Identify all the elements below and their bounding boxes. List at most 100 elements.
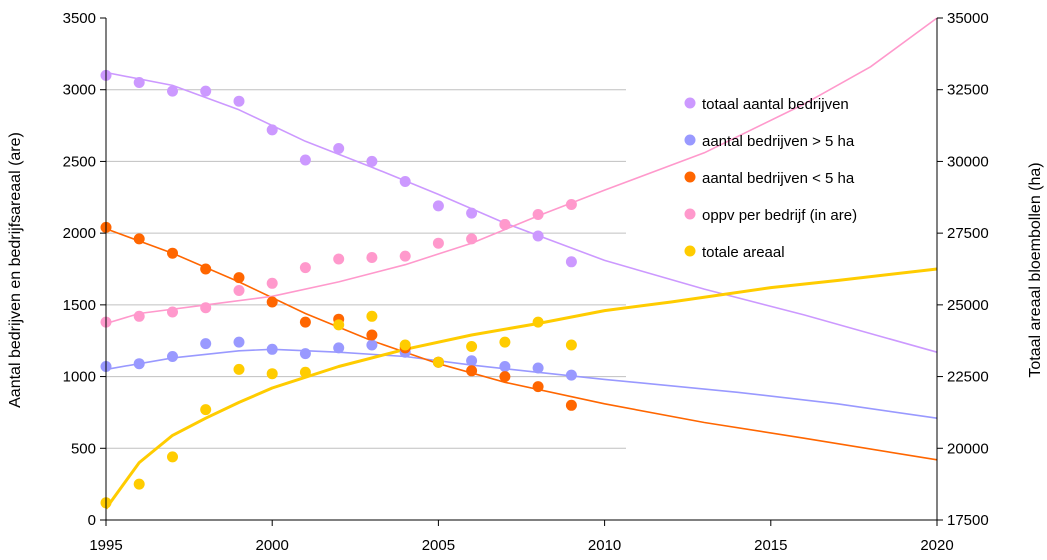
data-point-series-1	[233, 336, 245, 348]
data-point-series-4	[233, 363, 245, 375]
data-point-series-4	[133, 478, 145, 490]
data-point-series-0	[432, 200, 444, 212]
data-point-series-4	[167, 451, 178, 463]
left-tick-label: 3000	[63, 82, 96, 99]
legend-label: totaal aantal bedrijven	[702, 96, 849, 113]
data-point-series-0	[299, 154, 311, 166]
data-point-series-3	[366, 252, 378, 263]
trend-lines	[104, 17, 938, 510]
data-point-series-0	[366, 155, 378, 167]
data-point-series-4	[333, 319, 345, 331]
data-point-series-2	[565, 399, 577, 411]
data-point-series-1	[266, 343, 278, 355]
data-point-series-0	[399, 176, 411, 187]
data-point-series-1	[532, 362, 544, 374]
data-point-series-3	[133, 310, 145, 322]
data-point-series-4	[466, 341, 478, 352]
trend-line-series-0	[105, 71, 938, 353]
data-point-series-4	[200, 404, 212, 416]
data-point-series-1	[299, 348, 311, 360]
data-point-series-4	[299, 366, 311, 378]
data-point-series-3	[532, 209, 544, 220]
right-tick-label: 25000	[947, 297, 989, 314]
x-tick-label: 2015	[754, 537, 787, 554]
data-point-series-2	[200, 263, 212, 275]
data-point-series-1	[366, 339, 378, 351]
x-tick-label: 2020	[920, 537, 953, 554]
trend-line-series-2	[105, 228, 938, 461]
legend-marker	[684, 134, 696, 146]
data-point-series-0	[200, 85, 212, 97]
right-tick-label: 35000	[947, 10, 989, 27]
data-point-series-2	[266, 296, 278, 308]
data-point-series-3	[399, 250, 411, 262]
data-point-series-3	[565, 199, 577, 210]
data-point-series-0	[532, 230, 544, 242]
data-point-series-3	[167, 306, 178, 318]
data-point-series-4	[565, 339, 577, 351]
legend-label: aantal bedrijven > 5 ha	[702, 133, 855, 150]
data-point-series-1	[133, 358, 145, 370]
left-tick-label: 2000	[63, 225, 96, 242]
left-tick-label: 1500	[63, 297, 96, 314]
left-tick-label: 2500	[63, 153, 96, 170]
data-point-series-1	[466, 355, 478, 367]
x-tick-label: 2010	[588, 537, 621, 554]
data-point-series-1	[565, 369, 577, 381]
data-point-series-3	[333, 253, 345, 265]
data-point-series-2	[366, 329, 378, 341]
legend-label: oppv per bedrijf (in are)	[702, 207, 857, 224]
data-point-series-0	[466, 207, 478, 219]
x-tick-label: 1995	[89, 537, 122, 554]
data-point-series-1	[333, 342, 345, 354]
data-point-series-2	[167, 247, 178, 259]
axes	[100, 17, 943, 526]
data-point-series-2	[299, 316, 311, 328]
data-point-series-4	[366, 310, 378, 322]
data-point-series-3	[200, 302, 212, 314]
legend: totaal aantal bedrijven aantal bedrijven …	[684, 96, 857, 261]
right-tick-label: 20000	[947, 440, 989, 457]
data-point-series-0	[233, 95, 245, 107]
data-point-series-2	[466, 365, 478, 377]
data-point-series-0	[133, 77, 145, 88]
data-point-series-3	[499, 219, 511, 230]
data-point-series-1	[499, 361, 511, 372]
left-axis-title: Aantal bedrijven en bedrijfsareaal (are)	[7, 132, 24, 408]
right-tick-label: 17500	[947, 512, 989, 529]
data-point-series-4	[532, 316, 544, 328]
data-point-series-1	[167, 351, 178, 362]
data-point-series-3	[299, 262, 311, 274]
tick-labels: 0 500 1000 1500 2000 2500 3000 3500 17500 20000 22…	[63, 10, 989, 554]
data-point-series-2	[499, 371, 511, 383]
x-tick-label: 2000	[256, 537, 289, 554]
legend-label: totale areaal	[702, 244, 785, 261]
x-tick-label: 2005	[422, 537, 455, 554]
data-point-series-2	[133, 233, 145, 245]
left-tick-label: 0	[88, 512, 96, 529]
legend-marker	[684, 171, 696, 183]
legend-marker	[684, 245, 696, 257]
legend-marker	[684, 97, 696, 109]
data-point-series-3	[466, 233, 478, 245]
data-point-series-0	[167, 85, 178, 97]
data-point-series-4	[432, 356, 444, 368]
legend-label: aantal bedrijven < 5 ha	[702, 170, 855, 187]
right-tick-label: 27500	[947, 225, 989, 242]
data-point-series-2	[532, 381, 544, 393]
data-point-series-3	[233, 285, 245, 296]
data-point-series-3	[432, 237, 444, 249]
data-point-series-1	[200, 338, 212, 350]
data-point-series-2	[233, 272, 245, 284]
data-point-series-0	[565, 256, 577, 268]
left-tick-label: 1000	[63, 369, 96, 386]
data-point-series-0	[266, 124, 278, 136]
right-tick-label: 22500	[947, 369, 989, 386]
data-point-series-4	[499, 336, 511, 348]
data-point-series-3	[266, 277, 278, 289]
data-point-series-4	[266, 368, 278, 380]
data-point-series-0	[333, 143, 345, 154]
right-tick-label: 32500	[947, 82, 989, 99]
left-tick-label: 3500	[63, 10, 96, 27]
